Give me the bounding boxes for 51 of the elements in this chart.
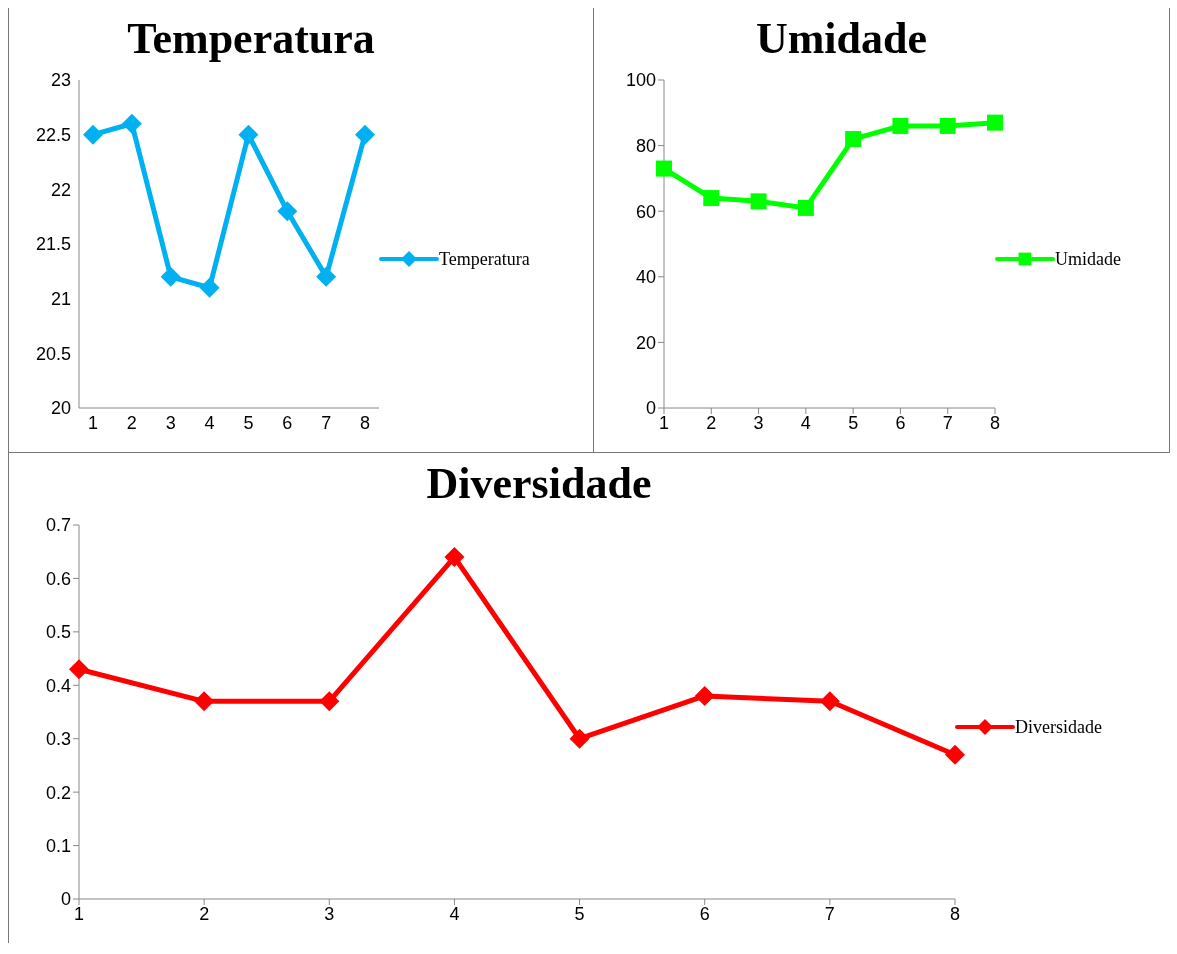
x-tick-label: 3: [324, 903, 335, 924]
y-tick-label: 20: [50, 398, 71, 419]
x-tick-label: 1: [87, 412, 99, 433]
y-tick-label: 40: [635, 267, 656, 288]
x-tick-label: 6: [282, 412, 293, 433]
y-tick-label: 21: [50, 289, 71, 310]
x-tick-label: 1: [73, 903, 85, 924]
x-tick-label: 2: [126, 412, 137, 433]
x-tick-label: 7: [824, 903, 835, 924]
x-tick-label: 3: [753, 412, 764, 433]
legend-label: Temperatura: [439, 248, 530, 270]
x-tick-label: 7: [942, 412, 953, 433]
y-tick-label: 20.5: [35, 343, 71, 364]
x-tick-label: 5: [848, 412, 859, 433]
x-tick-label: 2: [706, 412, 717, 433]
y-tick-label: 23: [50, 70, 71, 91]
y-tick-label: 0.7: [45, 515, 71, 536]
y-tick-label: 0: [60, 889, 71, 910]
y-tick-label: 0.2: [45, 782, 71, 803]
x-tick-label: 5: [574, 903, 585, 924]
legend-label: Umidade: [1055, 248, 1121, 270]
x-tick-label: 4: [800, 412, 811, 433]
y-tick-label: 80: [635, 135, 656, 156]
y-tick-label: 0.4: [45, 675, 71, 696]
y-tick-label: 21.5: [35, 234, 71, 255]
y-tick-label: 20: [635, 332, 656, 353]
legend-label: Diversidade: [1015, 716, 1102, 738]
x-tick-label: 7: [321, 412, 332, 433]
chart-title: Umidade: [754, 13, 929, 65]
x-tick-label: 3: [165, 412, 176, 433]
y-tick-label: 22: [50, 179, 71, 200]
y-tick-label: 0.6: [45, 568, 71, 589]
x-tick-label: 5: [243, 412, 254, 433]
x-tick-label: 8: [359, 412, 371, 433]
y-tick-label: 0.1: [45, 835, 71, 856]
x-tick-label: 8: [989, 412, 1001, 433]
x-tick-label: 6: [895, 412, 906, 433]
chart-title: Diversidade: [425, 458, 653, 510]
y-tick-label: 0.5: [45, 622, 71, 643]
y-tick-label: 100: [625, 70, 656, 91]
x-tick-label: 2: [199, 903, 210, 924]
y-tick-label: 0: [645, 398, 656, 419]
y-tick-label: 60: [635, 201, 656, 222]
x-tick-label: 4: [204, 412, 215, 433]
y-tick-label: 0.3: [45, 729, 71, 750]
chart-title: Temperatura: [126, 13, 376, 65]
x-tick-label: 6: [699, 903, 710, 924]
x-tick-label: 4: [449, 903, 460, 924]
y-tick-label: 22.5: [35, 125, 71, 146]
x-tick-label: 1: [658, 412, 670, 433]
x-tick-label: 8: [949, 903, 961, 924]
